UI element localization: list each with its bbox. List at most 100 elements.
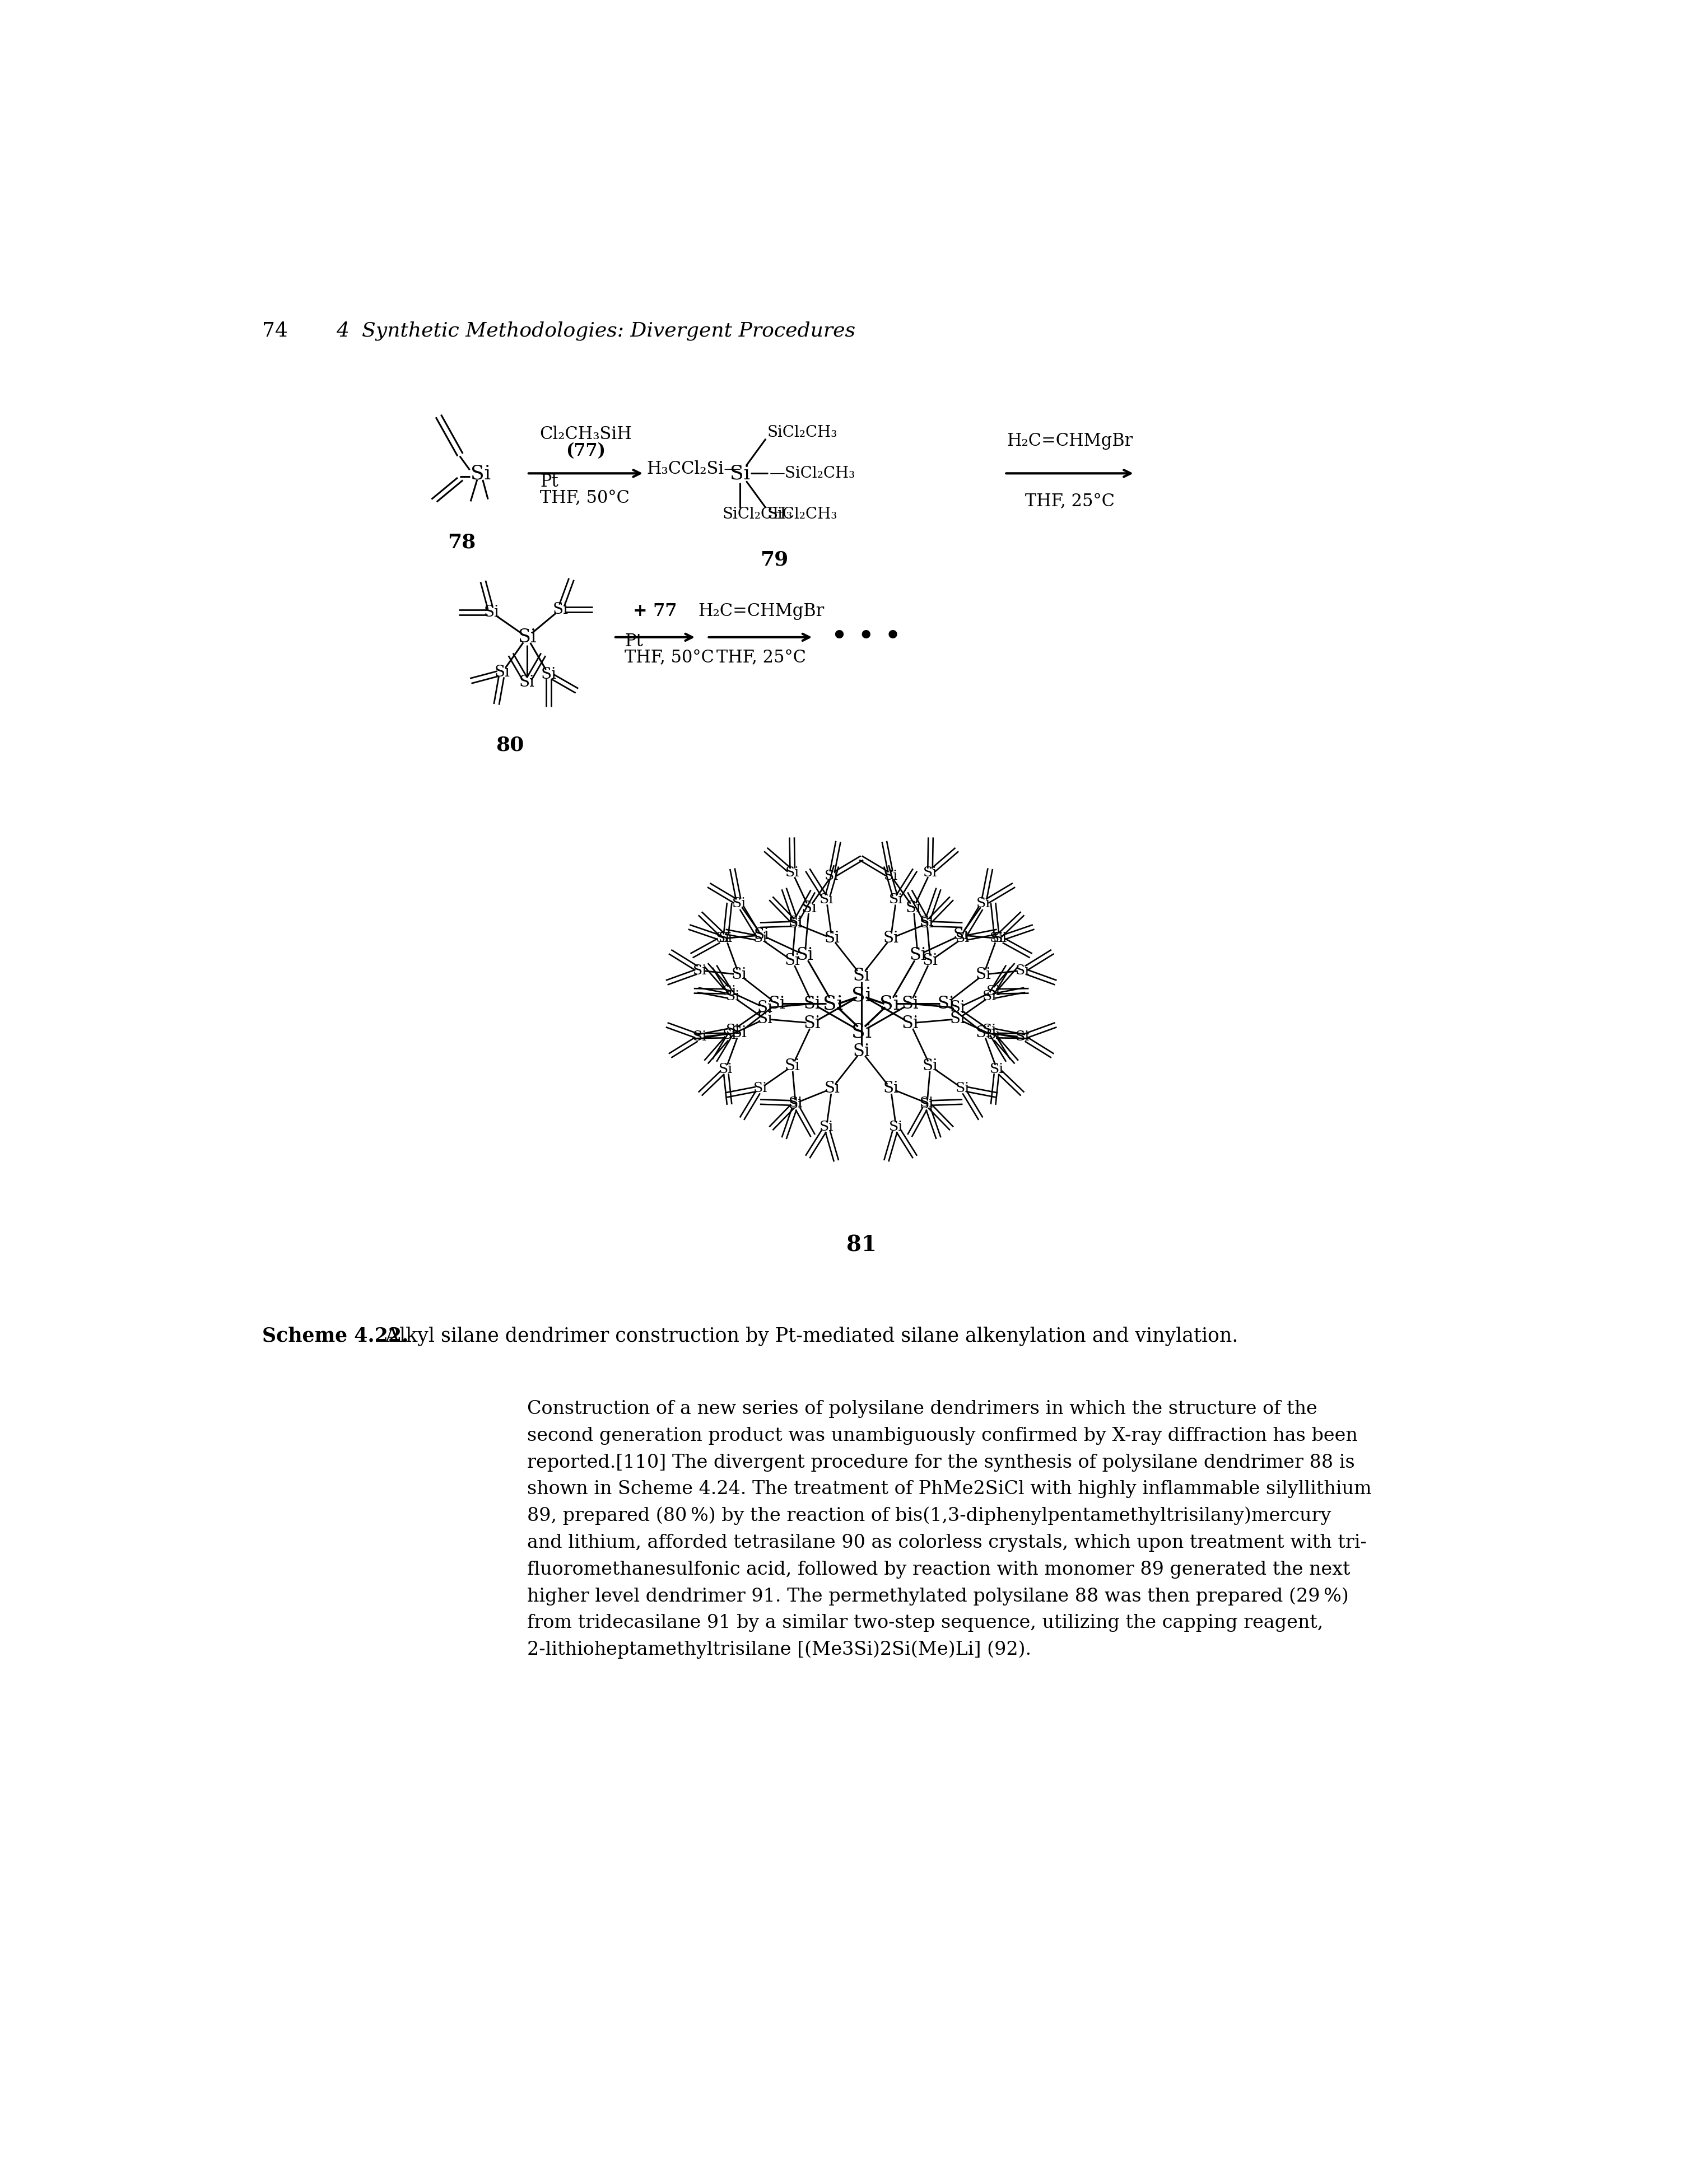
Text: THF, 50°C: THF, 50°C [625,649,714,666]
Text: Si: Si [851,985,871,1005]
Text: Si: Si [955,933,970,946]
Text: 74: 74 [262,321,287,341]
Text: 78: 78 [447,533,476,553]
Text: Si: Si [909,946,926,963]
Text: Si: Si [879,994,899,1013]
Text: H₂C=CHMgBr: H₂C=CHMgBr [698,603,825,620]
Text: Si: Si [756,1000,773,1016]
Text: Si: Si [923,952,938,968]
Text: Si: Si [824,994,844,1013]
Text: Si: Si [824,930,840,946]
Text: Si: Si [953,928,968,943]
Text: Si: Si [977,898,990,911]
Text: Si: Si [906,900,921,915]
Text: + 77: + 77 [634,603,677,620]
Text: Si: Si [819,893,834,906]
Text: Si: Si [819,1120,834,1133]
Text: Si: Si [785,867,800,880]
Text: Si: Si [788,917,804,930]
Text: Si: Si [753,933,767,946]
Text: Si: Si [975,1024,992,1040]
Text: Pt: Pt [540,474,558,491]
Text: Si: Si [950,1000,965,1016]
Text: Si: Si [983,989,997,1002]
Text: second generation product was unambiguously confirmed by X-ray diffraction has b: second generation product was unambiguou… [528,1426,1358,1446]
Text: Si: Si [983,1024,997,1037]
Text: Si: Si [753,928,770,943]
Text: Si: Si [718,1064,733,1077]
Text: 89, prepared (80 %) by the reaction of bis(1,3-diphenylpentamethyltrisilany)merc: 89, prepared (80 %) by the reaction of b… [528,1507,1331,1524]
Text: • • •: • • • [830,622,901,651]
Text: Si: Si [768,996,785,1013]
Text: Si: Si [723,985,736,998]
Text: Scheme 4.22.: Scheme 4.22. [262,1326,408,1345]
Text: Si: Si [718,933,733,943]
Text: Alkyl silane dendrimer construction by Pt-mediated silane alkenylation and vinyl: Alkyl silane dendrimer construction by P… [380,1326,1239,1345]
Text: Si: Si [804,1013,820,1031]
Text: Si: Si [541,666,556,681]
Text: Si: Si [852,968,869,985]
Text: shown in Scheme 4.24. The treatment of PhMe2SiCl with highly inflammable silylli: shown in Scheme 4.24. The treatment of P… [528,1481,1372,1498]
Text: Cl₂CH₃SiH: Cl₂CH₃SiH [540,426,632,443]
Text: Si: Si [804,996,820,1013]
Text: Si: Si [851,1022,871,1042]
Text: Si: Si [938,996,955,1013]
Text: 80: 80 [496,736,524,753]
Text: Si: Si [955,1081,970,1094]
Text: Si: Si [993,933,1007,946]
Text: Si: Si [852,1042,869,1059]
Text: Si: Si [788,1099,804,1112]
Text: Si: Si [723,1029,736,1042]
Text: Construction of a new series of polysilane dendrimers in which the structure of : Construction of a new series of polysila… [528,1400,1318,1417]
Text: Si: Si [785,952,800,968]
Text: Si: Si [731,968,746,983]
Text: Si: Si [519,675,535,690]
Text: Si: Si [484,605,499,620]
Text: Si: Si [920,917,935,930]
Text: Si: Si [693,963,708,976]
Text: from tridecasilane 91 by a similar two-step sequence, utilizing the capping reag: from tridecasilane 91 by a similar two-s… [528,1614,1323,1631]
Text: SiCl₂CH₃: SiCl₂CH₃ [767,426,837,439]
Text: Si: Si [889,893,903,906]
Text: Pt: Pt [625,633,644,651]
Text: reported.[110] The divergent procedure for the synthesis of polysilane dendrimer: reported.[110] The divergent procedure f… [528,1455,1355,1472]
Text: Si: Si [920,915,935,928]
Text: Si: Si [802,900,817,915]
Text: Si: Si [733,898,746,911]
Text: Si: Si [788,915,804,928]
Text: Si: Si [950,1011,965,1026]
Text: THF, 25°C: THF, 25°C [1025,494,1115,511]
Text: Si: Si [726,1024,740,1037]
Text: Si: Si [1015,1031,1029,1044]
Text: Si: Si [785,1059,800,1075]
Text: 79: 79 [760,550,788,570]
Text: higher level dendrimer 91. The permethylated polysilane 88 was then prepared (29: higher level dendrimer 91. The permethyl… [528,1588,1348,1605]
Text: Si: Si [756,1011,773,1026]
Text: (77): (77) [566,443,605,459]
Text: Si: Si [553,603,568,618]
Text: THF, 25°C: THF, 25°C [716,649,807,666]
Text: Si: Si [884,869,898,882]
Text: —SiCl₂CH₃: —SiCl₂CH₃ [770,465,856,480]
Text: H₃CCl₂Si—: H₃CCl₂Si— [647,461,741,478]
Text: H₂C=CHMgBr: H₂C=CHMgBr [1007,432,1133,450]
Text: Si: Si [883,930,899,946]
Text: Si: Si [716,933,730,946]
Text: Si: Si [730,463,750,483]
Text: fluoromethanesulfonic acid, followed by reaction with monomer 89 generated the n: fluoromethanesulfonic acid, followed by … [528,1562,1350,1579]
Text: 81: 81 [846,1234,876,1256]
Text: 4  Synthetic Methodologies: Divergent Procedures: 4 Synthetic Methodologies: Divergent Pro… [336,321,856,341]
Text: SiCl₂CH₃: SiCl₂CH₃ [723,507,793,522]
Text: Si: Si [494,664,509,679]
Text: Si: Si [901,996,920,1013]
Text: Si: Si [824,869,839,882]
Text: Si: Si [990,933,1004,943]
Text: Si: Si [824,1081,840,1096]
Text: Si: Si [753,1081,767,1094]
Text: Si: Si [788,1096,804,1109]
Text: 2-lithioheptamethyltrisilane [(Me3Si)2Si(Me)Li] (92).: 2-lithioheptamethyltrisilane [(Me3Si)2Si… [528,1640,1030,1660]
Text: SiCl₂CH₃: SiCl₂CH₃ [767,507,837,522]
Text: Si: Si [693,1031,708,1044]
Text: Si: Si [889,1120,903,1133]
Text: Si: Si [901,1013,920,1031]
